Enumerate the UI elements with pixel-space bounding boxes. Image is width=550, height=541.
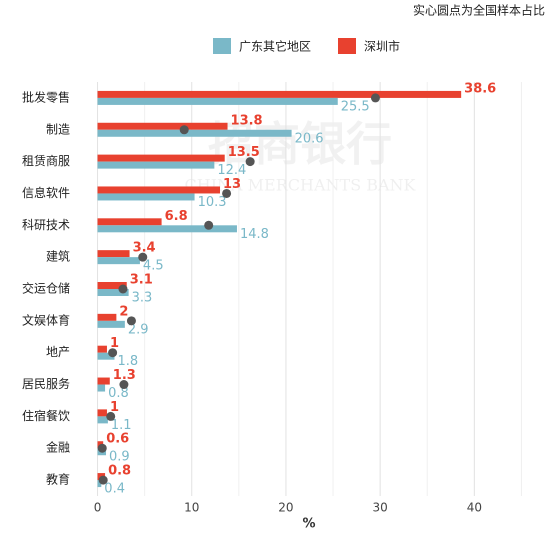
value-label: 0.8 (108, 464, 131, 479)
bar (97, 122, 228, 130)
y-tick-label: 制造 (46, 122, 70, 136)
value-label: 0.6 (106, 432, 129, 447)
bar (97, 282, 127, 289)
value-label: 4.5 (143, 259, 164, 274)
bar (97, 154, 225, 162)
value-label: 1 (110, 400, 119, 415)
y-tick-label: 金融 (46, 440, 70, 455)
value-label: 13 (223, 177, 241, 192)
value-label: 1.1 (111, 418, 132, 433)
bar (97, 289, 129, 296)
bar (97, 161, 215, 169)
bar (97, 218, 162, 226)
bar (97, 225, 237, 233)
value-label: 1.3 (113, 368, 136, 383)
y-tick-label: 交运仓储 (22, 281, 70, 296)
value-label: 1.8 (117, 354, 138, 369)
value-label: 13.8 (231, 113, 263, 128)
value-label: 38.6 (464, 81, 496, 96)
x-tick-label: 40 (467, 501, 482, 515)
x-tick-label: 0 (94, 501, 102, 515)
bar (97, 129, 292, 137)
value-label: 12.4 (217, 163, 246, 178)
value-label: 2 (119, 304, 128, 319)
bar (97, 352, 115, 360)
national-point (245, 157, 255, 167)
value-label: 1 (110, 336, 119, 351)
value-label: 10.3 (198, 195, 227, 210)
y-tick-label: 租赁商服 (22, 153, 70, 168)
bar (97, 409, 107, 417)
annotation: 实心圆点为全国样本占比 (413, 3, 545, 18)
y-tick-label: 批发零售 (22, 89, 70, 104)
value-label: 3.3 (132, 291, 153, 306)
national-point (118, 284, 128, 294)
value-label: 0.8 (108, 386, 129, 401)
national-point (370, 93, 380, 103)
y-tick-label: 科研技术 (22, 218, 70, 232)
bar (97, 416, 108, 424)
value-label: 25.5 (341, 99, 370, 114)
y-tick-label: 教育 (46, 472, 70, 487)
national-point (97, 443, 107, 453)
bar (97, 377, 110, 385)
legend-label: 深圳市 (364, 39, 400, 54)
value-label: 2.9 (128, 322, 149, 337)
y-tick-label: 信息软件 (22, 185, 70, 200)
y-tick-label: 文娱体育 (22, 312, 70, 327)
bar (97, 345, 107, 353)
bar (97, 313, 117, 321)
bar (97, 257, 140, 265)
national-point (106, 411, 116, 421)
national-point (222, 188, 232, 198)
bar (97, 193, 195, 201)
y-tick-label: 地产 (46, 345, 70, 359)
value-label: 14.8 (240, 227, 269, 242)
national-point (204, 220, 214, 230)
national-point (98, 475, 108, 485)
y-tick-label: 建筑 (46, 249, 70, 264)
national-point (108, 348, 118, 358)
national-point (179, 125, 189, 135)
bar (97, 250, 130, 258)
value-label: 0.9 (109, 450, 130, 465)
value-label: 6.8 (165, 209, 188, 224)
legend-swatch (213, 38, 231, 54)
bar (97, 186, 220, 194)
value-label: 20.6 (295, 131, 324, 146)
bar (97, 320, 125, 328)
national-point (126, 316, 136, 326)
value-label: 3.4 (133, 241, 156, 256)
x-tick-label: 20 (278, 501, 293, 515)
value-label: 3.1 (130, 273, 153, 288)
x-axis-label: % (302, 517, 315, 532)
y-tick-label: 住宿餐饮 (22, 408, 70, 423)
bar (97, 384, 106, 392)
bar (97, 90, 462, 98)
national-point (138, 252, 148, 262)
national-point (119, 380, 129, 390)
y-tick-label: 居民服务 (22, 376, 70, 391)
value-label: 13.5 (228, 145, 260, 160)
x-tick-label: 10 (184, 501, 199, 515)
value-label: 0.4 (104, 482, 125, 497)
bar (97, 480, 102, 488)
bar (97, 97, 338, 105)
x-tick-label: 30 (373, 501, 388, 515)
legend-swatch (338, 38, 356, 54)
watermark: CHINA MERCHANTS BANK (185, 176, 417, 195)
legend-label: 广东其它地区 (239, 39, 311, 54)
